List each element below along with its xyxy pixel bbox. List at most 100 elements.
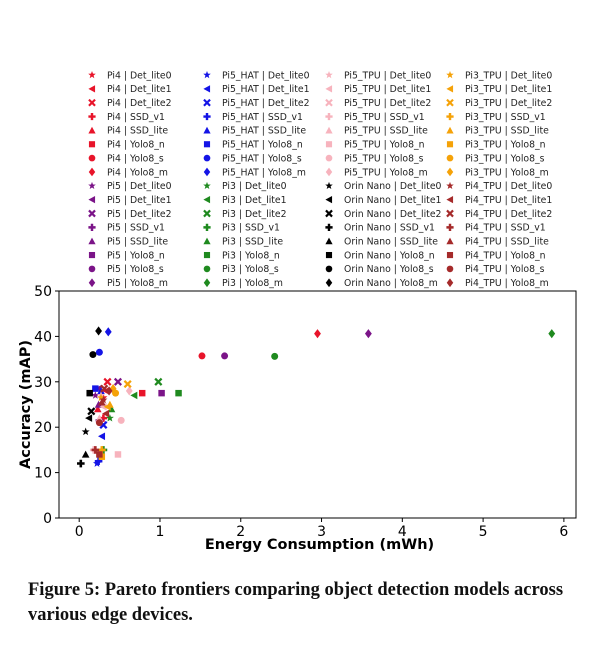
legend-entry: Pi4_TPU | Yolo8_m: [446, 278, 549, 289]
legend-entry: Pi4_TPU | Yolo8_n: [446, 250, 546, 261]
legend-marker: [88, 181, 96, 189]
data-point: [98, 398, 106, 406]
legend-entry: Pi3 | Yolo8_s: [203, 264, 279, 275]
legend-marker: [446, 85, 454, 93]
legend-entry: Pi5_HAT | Yolo8_s: [203, 153, 302, 164]
legend-entry: Pi5_HAT | Det_lite0: [203, 70, 310, 81]
legend-label: Pi4 | SSD_lite: [107, 126, 168, 137]
plot-frame: [58, 290, 577, 519]
data-point: [138, 389, 146, 397]
legend-label: Pi3_TPU | Yolo8_s: [465, 153, 545, 164]
data-point: [548, 329, 556, 339]
legend-entry: Pi5 | Det_lite0: [88, 181, 172, 192]
data-point: [97, 393, 105, 402]
data-point: [94, 400, 103, 408]
legend-marker: [88, 265, 96, 273]
data-point: [98, 432, 106, 441]
legend-marker: [203, 265, 211, 273]
legend-marker: [203, 71, 211, 79]
data-point: [85, 414, 93, 422]
data-point: [158, 389, 165, 397]
legend-entry: Orin Nano | Det_lite0: [325, 181, 442, 192]
legend-marker: [88, 223, 96, 231]
legend-marker: [325, 141, 333, 148]
y-tick-label: 30: [34, 375, 52, 391]
data-point: [123, 380, 132, 389]
data-point: [95, 419, 103, 427]
legend-marker: [203, 141, 211, 148]
legend-label: Orin Nano | Det_lite1: [344, 195, 442, 206]
legend-label: Pi5 | Det_lite2: [107, 209, 172, 220]
legend-label: Pi5_TPU | Yolo8_m: [344, 167, 428, 178]
legend-entry: Pi3_TPU | Yolo8_m: [446, 167, 549, 178]
legend-entry: Pi5_TPU | SSD_lite: [325, 126, 428, 137]
legend-marker: [88, 278, 96, 288]
legend-label: Pi5 | Yolo8_n: [107, 250, 165, 261]
legend-label: Orin Nano | Yolo8_s: [344, 264, 434, 275]
legend-marker: [88, 141, 96, 148]
legend-label: Pi3_TPU | Yolo8_n: [465, 140, 546, 151]
legend-marker: [203, 167, 211, 177]
legend-entry: Pi5_TPU | Det_lite0: [325, 70, 431, 81]
legend-label: Pi4_TPU | Det_lite1: [465, 195, 552, 206]
x-tick-label: 6: [559, 524, 568, 540]
y-tick-label: 0: [43, 511, 52, 527]
legend-entry: Pi4_TPU | SSD_lite: [446, 237, 549, 248]
legend-entry: Pi3_TPU | Det_lite1: [446, 84, 552, 95]
legend-entry: Orin Nano | Det_lite2: [325, 209, 441, 220]
legend-marker: [325, 98, 333, 107]
legend-marker: [203, 112, 211, 121]
legend-marker: [446, 181, 454, 189]
legend-marker: [203, 181, 211, 189]
legend-label: Orin Nano | Det_lite0: [344, 181, 442, 192]
legend-label: Pi4_TPU | Yolo8_n: [465, 250, 546, 261]
legend-label: Pi3_TPU | SSD_lite: [465, 126, 549, 137]
legend-marker: [203, 85, 211, 93]
legend-entry: Pi4 | Yolo8_m: [88, 167, 168, 178]
legend-entry: Pi5_TPU | Det_lite1: [325, 84, 431, 95]
legend-label: Pi5 | Yolo8_s: [107, 264, 164, 275]
legend-label: Pi5 | SSD_lite: [107, 237, 168, 248]
data-point: [130, 391, 138, 400]
data-point: [94, 457, 103, 466]
legend-marker: [203, 154, 211, 162]
legend-marker: [446, 209, 454, 218]
plot-area: 0 1 2 3 4 5 6 0 10 20 30 40 50 Energy Consumption (mW…: [18, 284, 577, 553]
legend-marker: [325, 196, 333, 204]
data-point: [175, 389, 182, 397]
legend-entry: Pi5 | Yolo8_s: [88, 264, 164, 275]
legend-marker: [88, 85, 96, 93]
legend-marker: [325, 181, 333, 189]
legend-entry: Pi5 | SSD_v1: [88, 223, 165, 234]
legend-label: Pi4 | SSD_v1: [107, 112, 165, 123]
legend-label: Pi4_TPU | Det_lite0: [465, 181, 552, 192]
legend-label: Pi5_HAT | SSD_v1: [222, 112, 303, 123]
y-tick-label: 10: [34, 466, 52, 482]
legend-entry: Pi3 | Yolo8_m: [203, 278, 283, 289]
legend-label: Pi5_TPU | Yolo8_s: [344, 153, 424, 164]
data-point: [364, 329, 372, 339]
data-point: [87, 407, 96, 416]
y-tick-label: 20: [34, 420, 52, 436]
legend-label: Pi4_TPU | SSD_v1: [465, 223, 546, 234]
legend-marker: [446, 71, 454, 79]
legend-entry: Pi4 | Yolo8_s: [88, 153, 164, 164]
legend-entry: Pi4_TPU | Det_lite1: [446, 195, 552, 206]
legend-label: Pi3_TPU | Det_lite0: [465, 70, 552, 81]
legend-label: Pi4 | Det_lite0: [107, 70, 172, 81]
data-point: [99, 395, 108, 404]
legend-entry: Pi5 | Yolo8_n: [88, 250, 165, 261]
legend-label: Pi5_HAT | Yolo8_s: [222, 153, 302, 164]
legend-label: Pi4_TPU | Yolo8_m: [465, 278, 549, 289]
data-point: [92, 459, 101, 467]
legend-marker: [446, 223, 454, 231]
legend-label: Pi4 | Yolo8_s: [107, 153, 164, 164]
data-point: [92, 385, 99, 392]
data-point: [95, 348, 103, 356]
legend-label: Pi3 | Det_lite0: [222, 181, 287, 192]
legend-label: Pi5 | SSD_v1: [107, 223, 165, 234]
legend-label: Pi3 | Yolo8_s: [222, 264, 279, 275]
legend-entry: Pi3_TPU | Yolo8_n: [446, 140, 546, 151]
y-tick-label: 40: [34, 329, 52, 345]
legend-marker: [325, 251, 333, 259]
